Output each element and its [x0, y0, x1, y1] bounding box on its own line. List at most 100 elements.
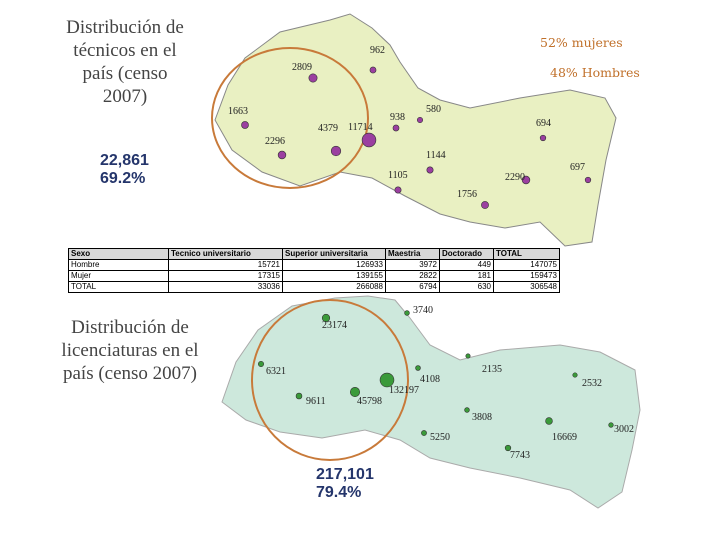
- table-cell: 630: [439, 281, 494, 293]
- map-label: 5250: [430, 432, 450, 443]
- map-label: 11714: [348, 122, 373, 133]
- map-label: 694: [536, 118, 551, 129]
- table-header-row: Sexo Tecnico universitario Superior univer…: [68, 248, 560, 260]
- table-cell: Mujer: [68, 270, 169, 282]
- map-bubble: [572, 372, 578, 378]
- map-label: 3808: [472, 412, 492, 423]
- map-label: 3002: [614, 424, 634, 435]
- map-label: 697: [570, 162, 585, 173]
- table-cell: 266088: [282, 281, 386, 293]
- map-bubble: [241, 121, 249, 129]
- map-label: 4379: [318, 123, 338, 134]
- map-bubble: [545, 417, 553, 425]
- map-bubble: [504, 444, 512, 452]
- title-line: 2007): [102, 86, 148, 107]
- map-label: 938: [390, 112, 405, 123]
- table-cell: 306548: [493, 281, 560, 293]
- gender-stat: 52% mujeres: [540, 35, 623, 50]
- title-line: Distribución de: [71, 317, 189, 338]
- map-bottom: [221, 295, 641, 509]
- map-label: 6321: [266, 366, 286, 377]
- map-label: 2135: [482, 364, 502, 375]
- table-row: Hombre 15721 126933 3972 449 147075: [68, 259, 560, 271]
- map-label: 2296: [265, 136, 285, 147]
- map-bubble: [308, 73, 318, 83]
- map-label: 1105: [388, 170, 408, 181]
- table-cell: 6794: [385, 281, 440, 293]
- map-label: 3740: [413, 305, 433, 316]
- table-cell: 147075: [493, 259, 560, 271]
- highlight-value: 217,101: [316, 466, 374, 483]
- map-label: 132197: [389, 385, 419, 396]
- table-header-cell: Sexo: [68, 248, 169, 260]
- table-cell: 33036: [168, 281, 283, 293]
- map-points: 2809 962 1663 4379 11714 938 580 2296 694 1144 697…: [228, 45, 634, 461]
- table-row: TOTAL 33036 266088 6794 630 306548: [68, 281, 560, 293]
- table-header-cell: TOTAL: [493, 248, 560, 260]
- table-cell: 17315: [168, 270, 283, 282]
- title-line: país (censo: [82, 63, 168, 84]
- map-bubble: [330, 145, 342, 157]
- top-title: Distribución de técnicos en el país (cen…: [50, 16, 200, 108]
- bottom-title: Distribución de licenciaturas en el país…: [40, 316, 220, 385]
- table-cell: Hombre: [68, 259, 169, 271]
- map-bubble: [539, 134, 547, 142]
- map-bubble: [421, 430, 427, 436]
- map-bubble: [258, 361, 264, 367]
- title-line: licenciaturas en el: [61, 340, 199, 361]
- map-label: 9611: [306, 396, 326, 407]
- table-cell: 2822: [385, 270, 440, 282]
- highlight-value: 22,861: [100, 152, 149, 169]
- map-bubble: [415, 365, 421, 371]
- table-header-cell: Tecnico universitario: [168, 248, 283, 260]
- map-bubble: [392, 124, 400, 132]
- map-bubble: [426, 166, 434, 174]
- title-line: país (censo 2007): [62, 363, 198, 384]
- map-bubble: [295, 392, 303, 400]
- table-cell: 126933: [282, 259, 386, 271]
- map-top: [214, 13, 617, 247]
- table-cell: 449: [439, 259, 494, 271]
- map-bubble: [404, 310, 410, 316]
- map-label: 1663: [228, 106, 248, 117]
- table-cell: 3972: [385, 259, 440, 271]
- map-bubble: [277, 150, 287, 160]
- highlight-ring: [251, 299, 409, 461]
- table-cell: 15721: [168, 259, 283, 271]
- table-header-cell: Doctorado: [439, 248, 494, 260]
- table-cell: 159473: [493, 270, 560, 282]
- map-label: 1144: [426, 150, 446, 161]
- map-bubble: [584, 176, 592, 184]
- map-label: 2532: [582, 378, 602, 389]
- map-bubble: [521, 175, 531, 185]
- table-header-cell: Superior universitaria: [282, 248, 386, 260]
- map-label: 16669: [552, 432, 577, 443]
- map-bubble: [349, 386, 361, 398]
- map-bubble: [361, 132, 377, 148]
- title-line: Distribución de: [66, 17, 184, 38]
- map-bubble: [394, 186, 402, 194]
- highlight-value: 69.2%: [100, 170, 146, 187]
- map-label: 4108: [420, 374, 440, 385]
- data-table: Sexo Tecnico universitario Superior univer…: [68, 248, 560, 293]
- highlight: 22,861 69.2%: [100, 152, 149, 188]
- map-label: 1756: [457, 189, 477, 200]
- map-label: 23174: [322, 320, 347, 331]
- highlight-ring: [211, 47, 369, 189]
- table-cell: 181: [439, 270, 494, 282]
- gender-stat: 48% Hombres: [550, 65, 640, 80]
- map-label: 45798: [357, 396, 382, 407]
- map-bubble: [379, 372, 395, 388]
- map-label: 2290: [505, 172, 525, 183]
- map-label: 7743: [510, 450, 530, 461]
- map-bubble: [608, 422, 614, 428]
- map-bubble: [416, 116, 424, 124]
- map-label: 2809: [292, 62, 312, 73]
- map-bubble: [321, 313, 331, 323]
- table-cell: TOTAL: [68, 281, 169, 293]
- table-body: Sexo Tecnico universitario Superior univer…: [68, 248, 560, 293]
- map-bubble: [465, 353, 471, 359]
- map-bubble: [464, 407, 470, 413]
